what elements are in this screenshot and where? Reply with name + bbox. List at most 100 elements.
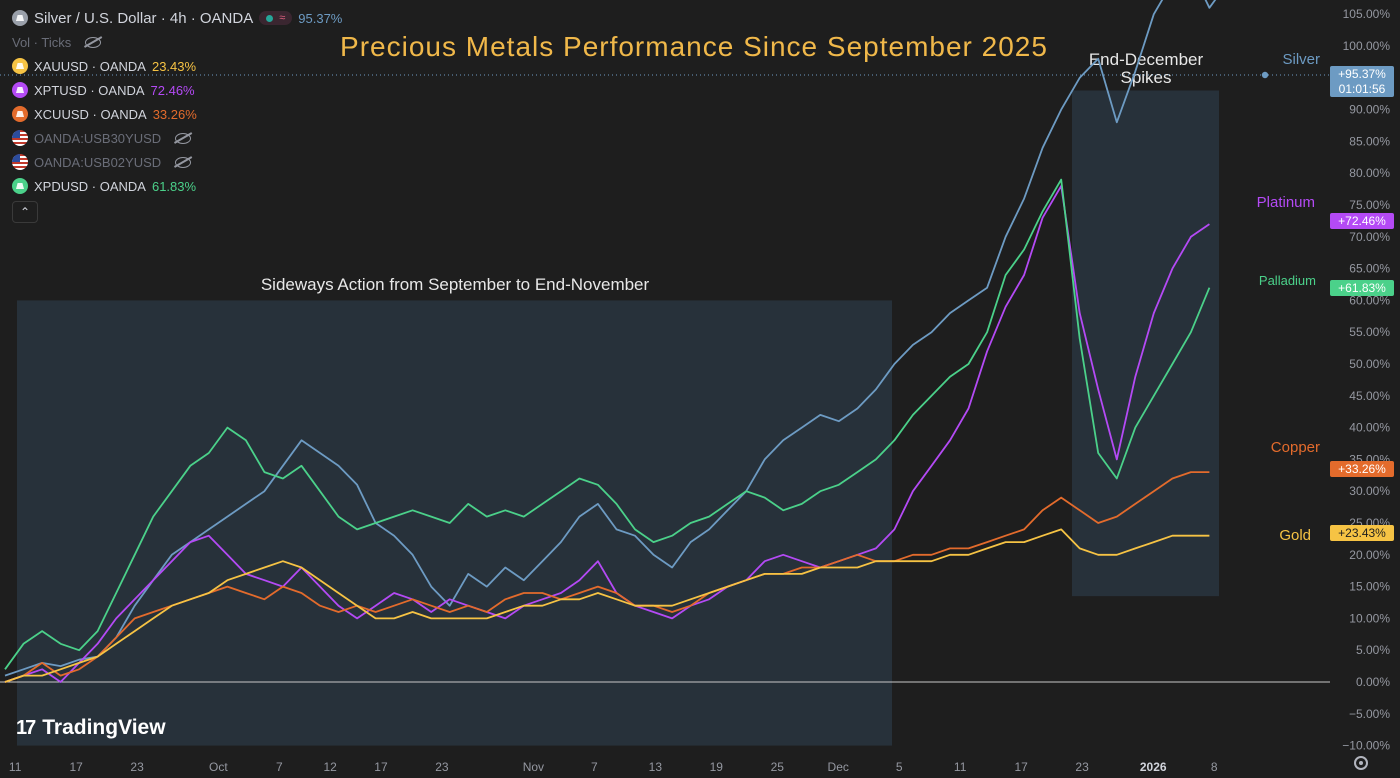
legend-list: XAUUSD · OANDA 23.43% XPTUSD · OANDA 72.46%… (12, 54, 342, 198)
x-tick-label: 11 (9, 760, 22, 774)
x-tick-label: 2026 (1140, 760, 1167, 774)
legend-item-value: 33.26% (152, 106, 197, 122)
x-tick-label: 12 (323, 760, 337, 774)
legend-item-label: XPTUSD · OANDA (34, 82, 145, 98)
series-name-label: Platinum (1257, 194, 1315, 211)
last-value-text: +95.37% (1338, 67, 1386, 81)
y-tick-label: 20.00% (1349, 548, 1390, 562)
market-status-badge[interactable]: ≈ (259, 11, 293, 25)
palladium-coin-icon (12, 178, 28, 194)
legend-item-label: XAUUSD · OANDA (34, 58, 146, 74)
x-tick-label: 17 (69, 760, 83, 774)
y-tick-label: 90.00% (1349, 103, 1390, 117)
x-tick-label: 17 (1014, 760, 1028, 774)
y-tick-label: 105.00% (1343, 7, 1391, 21)
legend-item[interactable]: XPDUSD · OANDA 61.83% (12, 174, 342, 198)
series-name-label: Copper (1271, 439, 1320, 456)
last-value-badge (1330, 525, 1394, 541)
last-value-badge (1330, 280, 1394, 296)
x-tick-label: 7 (276, 760, 283, 774)
annotation-box (17, 300, 892, 746)
x-tick-label: 23 (1075, 760, 1089, 774)
bar-countdown-text: 01:01:56 (1339, 82, 1386, 96)
legend-item-value: 61.83% (151, 178, 197, 194)
legend-item-value: 23.43% (151, 58, 197, 74)
y-tick-label: 75.00% (1349, 198, 1390, 212)
last-value-badge (1330, 213, 1394, 229)
legend-item-label: OANDA:USB30YUSD (34, 130, 162, 146)
x-tick-label: 13 (649, 760, 663, 774)
last-value-text: +72.46% (1338, 214, 1386, 228)
annotation-label: Spikes (1120, 68, 1171, 87)
last-value-text: +61.83% (1338, 281, 1386, 295)
chart-title: Precious Metals Performance Since Septem… (340, 31, 1048, 62)
y-tick-label: 40.00% (1349, 421, 1390, 435)
y-tick-label: −5.00% (1349, 707, 1390, 721)
chevron-up-icon: ⌃ (19, 205, 31, 219)
y-tick-label: 50.00% (1349, 357, 1390, 371)
series-line-palladium[interactable] (4, 178, 1211, 670)
symbol-title: Silver / U.S. Dollar · 4h · OANDA (34, 9, 254, 27)
x-tick-label: 23 (435, 760, 449, 774)
annotation-label: End-December (1089, 50, 1204, 69)
settings-gear-icon[interactable] (1354, 756, 1368, 770)
x-tick-label: Oct (209, 760, 228, 774)
wave-icon: ≈ (279, 12, 286, 24)
gold-coin-icon (12, 58, 28, 74)
legend-item-label: XPDUSD · OANDA (34, 178, 146, 194)
x-tick-label: Dec (828, 760, 849, 774)
x-tick-label: 11 (954, 760, 967, 774)
series-line-platinum[interactable] (4, 185, 1210, 683)
hidden-eye-icon[interactable] (85, 36, 102, 48)
copper-coin-icon (12, 106, 28, 122)
legend-item-value: 72.46% (150, 82, 195, 98)
logo-text: TradingView (42, 716, 166, 739)
last-value-badge (1330, 66, 1394, 97)
us-flag-icon (12, 154, 28, 170)
y-tick-label: 85.00% (1349, 134, 1390, 148)
y-tick-label: 45.00% (1349, 389, 1390, 403)
volume-row[interactable]: Vol · Ticks (12, 30, 342, 54)
market-open-dot-icon (266, 14, 274, 22)
hidden-eye-icon[interactable] (175, 132, 192, 144)
x-tick-label: 19 (710, 760, 724, 774)
x-tick-label: 5 (896, 760, 903, 774)
x-tick-label: 7 (591, 760, 598, 774)
legend-item[interactable]: XAUUSD · OANDA 23.43% (12, 54, 342, 78)
last-price-dot (1261, 71, 1269, 79)
y-tick-label: 65.00% (1349, 262, 1390, 276)
legend-item[interactable]: XPTUSD · OANDA 72.46% (12, 78, 342, 102)
series-line-gold[interactable] (4, 528, 1210, 683)
symbol-header[interactable]: Silver / U.S. Dollar · 4h · OANDA ≈ 95.3… (12, 6, 342, 30)
hidden-eye-icon[interactable] (175, 156, 192, 168)
x-tick-label: Nov (523, 760, 544, 774)
y-tick-label: 15.00% (1349, 580, 1390, 594)
collapse-legend-button[interactable]: ⌃ (12, 201, 38, 223)
y-tick-label: 10.00% (1349, 611, 1390, 625)
last-value-badge (1330, 461, 1394, 477)
tradingview-mark-icon: 17 (16, 716, 36, 739)
legend-item[interactable]: XCUUSD · OANDA 33.26% (12, 102, 342, 126)
y-tick-label: 30.00% (1349, 484, 1390, 498)
last-value-text: +33.26% (1338, 462, 1386, 476)
series-line-silver[interactable] (4, 0, 1265, 677)
legend-item-label: OANDA:USB02YUSD (34, 154, 162, 170)
x-tick-label: 23 (130, 760, 144, 774)
legend-item[interactable]: OANDA:USB02YUSD (12, 150, 342, 174)
y-tick-label: 55.00% (1349, 325, 1390, 339)
series-name-label: Gold (1279, 527, 1311, 544)
y-tick-label: 60.00% (1349, 293, 1390, 307)
legend-item-label: XCUUSD · OANDA (34, 106, 147, 122)
legend-item[interactable]: OANDA:USB30YUSD (12, 126, 342, 150)
y-tick-label: 70.00% (1349, 230, 1390, 244)
x-tick-label: 25 (771, 760, 785, 774)
symbol-value: 95.37% (298, 10, 343, 26)
annotation-label: Sideways Action from September to End-No… (261, 275, 650, 294)
us-flag-icon (12, 130, 28, 146)
series-name-label: Silver (1282, 51, 1320, 68)
y-tick-label: −10.00% (1342, 739, 1390, 753)
volume-label: Vol · Ticks (12, 34, 72, 50)
tradingview-logo: 17 TradingView (16, 716, 166, 740)
